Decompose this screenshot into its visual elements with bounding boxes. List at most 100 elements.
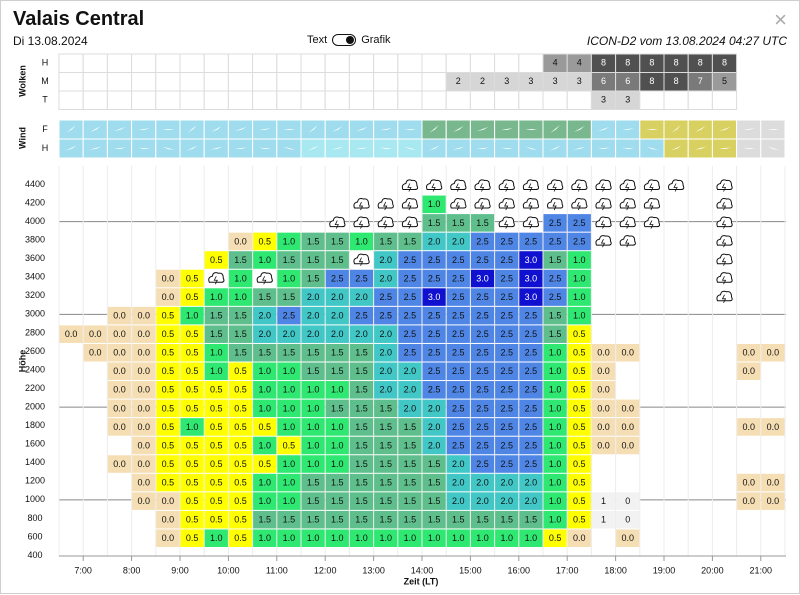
cloud-value: 3 [504,76,509,86]
view-toggle[interactable]: Text Grafik [307,34,391,46]
cloud-value: 8 [625,58,630,68]
thermal-cell [325,492,349,510]
cloud-cell [445,53,471,73]
thermal-cell [253,510,277,529]
thermal-value: 1.0 [283,273,296,283]
thermal-cell [591,399,616,418]
thermal-cell [519,306,543,325]
thermal-cell [180,418,204,436]
thermal-value: 2.0 [452,477,465,487]
thermal-cell [301,343,325,362]
thermal-cell [422,269,446,288]
thermal-cell [228,455,253,473]
thermal-cell [495,418,519,436]
thermal-value: 1.0 [283,403,296,413]
thermal-value: 2.5 [476,422,489,432]
thermal-cell [325,510,349,529]
cloud-cell [324,90,350,110]
thermal-value: 2.5 [428,348,441,358]
thermal-value: 3.0 [525,292,538,302]
thermal-cell [495,473,519,492]
wind-arrow-icon [65,145,77,151]
thermal-cell [204,473,228,492]
thermal-value: 0.5 [186,348,199,358]
cloud-cell [179,90,205,110]
thermal-value: 0.5 [186,273,199,283]
thermal-value: 2.0 [500,496,513,506]
altitude-label: 1800 [25,420,45,430]
wind-arrow-icon [355,126,368,132]
wind-arrow-icon [355,147,368,149]
lightning-icon [528,183,533,192]
toggle-switch[interactable] [332,34,357,46]
lightning-icon [479,201,485,211]
thermal-value: 1.0 [549,440,562,450]
thermal-value: 0.0 [597,348,610,358]
thermal-cell [228,325,253,343]
thermal-cell [180,492,204,510]
thermal-cell [301,325,325,343]
thermal-value: 0.0 [65,329,78,339]
thermal-value: 2.0 [331,329,344,339]
thermal-value: 1.0 [549,459,562,469]
thermal-value: 0.0 [162,496,175,506]
altitude-label: 2400 [25,364,45,374]
cloud-icon [498,216,515,228]
thermal-value: 1.5 [234,329,247,339]
thermal-cell [253,381,277,399]
time-label: 10:00 [217,565,240,575]
thermal-cell [253,232,277,251]
thermal-value: 2.0 [428,422,441,432]
thermal-value: 0 [625,496,630,506]
thermal-value: 1.0 [307,459,320,469]
thermal-cell [374,492,398,510]
thermal-value: 0.5 [210,515,223,525]
thermal-cell [107,306,132,325]
thermal-value: 2.5 [404,255,417,265]
thermal-value: 1.0 [283,459,296,469]
lightning-icon [576,201,581,211]
time-label: 12:00 [314,565,337,575]
thermal-cell [470,492,495,510]
altitude-label: 4200 [25,197,45,207]
altitude-label: 4000 [25,216,45,226]
thermal-value: 1.0 [258,496,271,506]
thermal-cell [495,343,519,362]
thermal-cell [180,343,204,362]
thermal-value: 2.5 [500,366,513,376]
thermal-cell [446,399,470,418]
altitude-label: 800 [27,513,42,523]
thermal-cell [398,418,422,436]
thermal-cell [374,510,398,529]
cloud-icon [256,272,273,283]
cloud-icon [498,179,515,190]
thermal-cell [616,399,640,418]
thermal-value: 1.0 [549,366,562,376]
thermal-value: 2.0 [476,496,489,506]
thermal-value: 1.5 [355,366,368,376]
lightning-icon [455,183,460,192]
thermal-cell [446,325,470,343]
thermal-cell [228,343,253,362]
thermal-value: 2.5 [404,273,417,283]
wind-arrow-icon [379,147,393,150]
thermal-value: 2.5 [452,329,465,339]
thermal-cell [374,325,398,343]
thermal-cell [374,362,398,381]
thermal-value: 1.5 [283,515,296,525]
cloud-icon [716,290,733,302]
cloud-icon [401,179,419,190]
thermal-value: 1.5 [331,477,344,487]
thermal-cell [325,269,349,288]
wind-row-label-F: F [42,124,48,134]
thermal-value: 1.5 [307,273,320,283]
thermal-value: 1.0 [331,440,344,450]
cloud-cell [227,90,254,110]
wind-arrow-icon [476,147,489,149]
cloud-cell [82,72,108,92]
thermal-cell [132,492,156,510]
thermal-value: 2.5 [500,422,513,432]
thermal-value: 1.0 [307,533,320,543]
close-icon[interactable]: × [774,7,787,32]
thermal-value: 2.5 [525,385,538,395]
